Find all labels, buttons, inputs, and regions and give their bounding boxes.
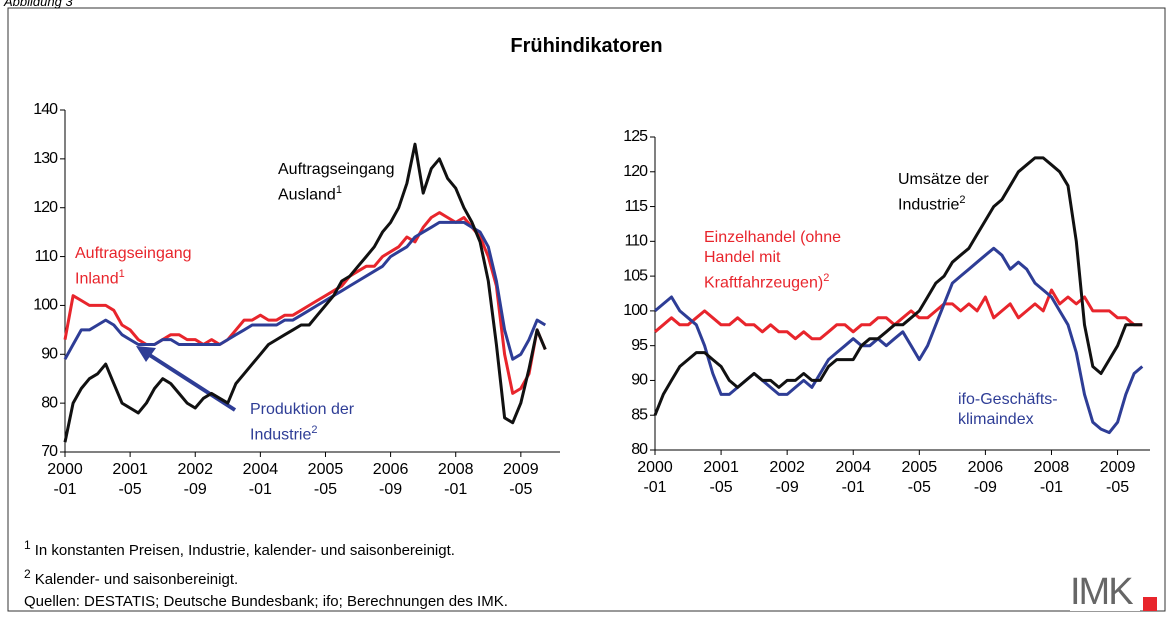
x-tick-label: 2009-05 [503, 461, 539, 498]
y-tick-label: 140 [33, 101, 58, 118]
figure-label: Abbildung 3 [4, 0, 73, 9]
x-tick-label: 2004-01 [835, 459, 872, 496]
y-tick-label: 125 [623, 128, 648, 145]
logo-square [1143, 597, 1157, 611]
legend-note: 2 [823, 272, 830, 284]
logo-bg [1070, 573, 1140, 611]
footnote: 2 Kalender- und saisonbereinigt. [24, 564, 238, 590]
x-tick-label: 2000-01 [637, 459, 673, 496]
series-label: Auftragseingang Inland1 [75, 244, 225, 289]
footnote-text: In konstanten Preisen, Industrie, kalend… [34, 542, 455, 559]
y-tick-label: 85 [631, 406, 648, 423]
series-line [653, 156, 1143, 416]
frame [7, 7, 1166, 612]
series-label: ifo-Geschäfts-klimaindex [958, 390, 1088, 430]
y-tick-label: 120 [33, 199, 58, 216]
x-tick-label: 2009-05 [1099, 459, 1136, 496]
arrow-head [136, 346, 156, 362]
x-tick-label: 2001-05 [112, 461, 148, 498]
series-line [654, 288, 1143, 341]
series-line [63, 211, 547, 395]
y-tick-label: 70 [41, 443, 58, 460]
x-tick-label: 2000-01 [47, 461, 83, 498]
x-tick-label: 2004-01 [242, 461, 279, 498]
x-tick-label: 2005-05 [307, 461, 344, 498]
legend-name: Einzelhandel (ohne Handel mit Kraftfahrz… [704, 229, 841, 292]
legend-note: 2 [959, 194, 966, 206]
y-tick-label: 95 [631, 337, 648, 354]
x-tick-label: 2002-09 [769, 459, 805, 496]
y-tick-label: 80 [41, 394, 58, 411]
legend-note: 1 [118, 268, 125, 280]
y-tick-label: 110 [34, 248, 58, 265]
title: Frühindikatoren [510, 35, 663, 57]
y-tick-label: 90 [41, 346, 58, 363]
series-label: Produktion der Industrie2 [250, 400, 390, 445]
y-tick-label: 105 [623, 267, 648, 284]
y-tick-label: 110 [624, 233, 648, 250]
footnote: 1 In konstanten Preisen, Industrie, kalen… [24, 535, 455, 561]
y-tick-label: 80 [631, 441, 648, 458]
y-tick-label: 130 [33, 150, 58, 167]
x-tick-label: 2008-01 [1033, 459, 1070, 496]
arrow [146, 352, 237, 412]
footnote-mark: 2 [24, 567, 31, 581]
y-tick-label: 90 [631, 372, 648, 389]
source: Quellen: DESTATIS; Deutsche Bundesbank; … [24, 593, 508, 610]
x-tick-label: 2006-09 [372, 461, 409, 498]
series-line [63, 142, 547, 443]
legend-name: Auftragseingang Ausland [278, 161, 395, 204]
legend-note: 1 [335, 184, 342, 196]
series-line [654, 246, 1144, 435]
legend-name: Umsätze der Industrie [898, 171, 989, 214]
series-label: Einzelhandel (ohne Handel mit Kraftfahrz… [704, 228, 864, 293]
x-tick-label: 2005-05 [901, 459, 938, 496]
footnote-mark: 1 [24, 538, 31, 552]
series-line [63, 220, 547, 361]
y-tick-label: 120 [623, 163, 648, 180]
x-tick-label: 2006-09 [967, 459, 1004, 496]
y-tick-label: 100 [623, 302, 648, 319]
legend-name: Auftragseingang Inland [75, 245, 192, 288]
x-tick-label: 2002-09 [177, 461, 214, 498]
footnote-text: Kalender- und saisonbereinigt. [34, 571, 239, 588]
logo: IMK [1070, 571, 1134, 613]
legend-note: 2 [311, 424, 318, 436]
x-tick-label: 2008-01 [437, 461, 474, 498]
x-tick-label: 2001-05 [703, 459, 739, 496]
series-label: Umsätze der Industrie2 [898, 170, 1008, 215]
y-tick-label: 115 [624, 198, 648, 215]
y-tick-label: 100 [33, 297, 58, 314]
legend-name: ifo-Geschäfts-klimaindex [958, 391, 1058, 428]
legend-name: Produktion der Industrie [250, 401, 355, 444]
series-label: Auftragseingang Ausland1 [278, 160, 418, 205]
